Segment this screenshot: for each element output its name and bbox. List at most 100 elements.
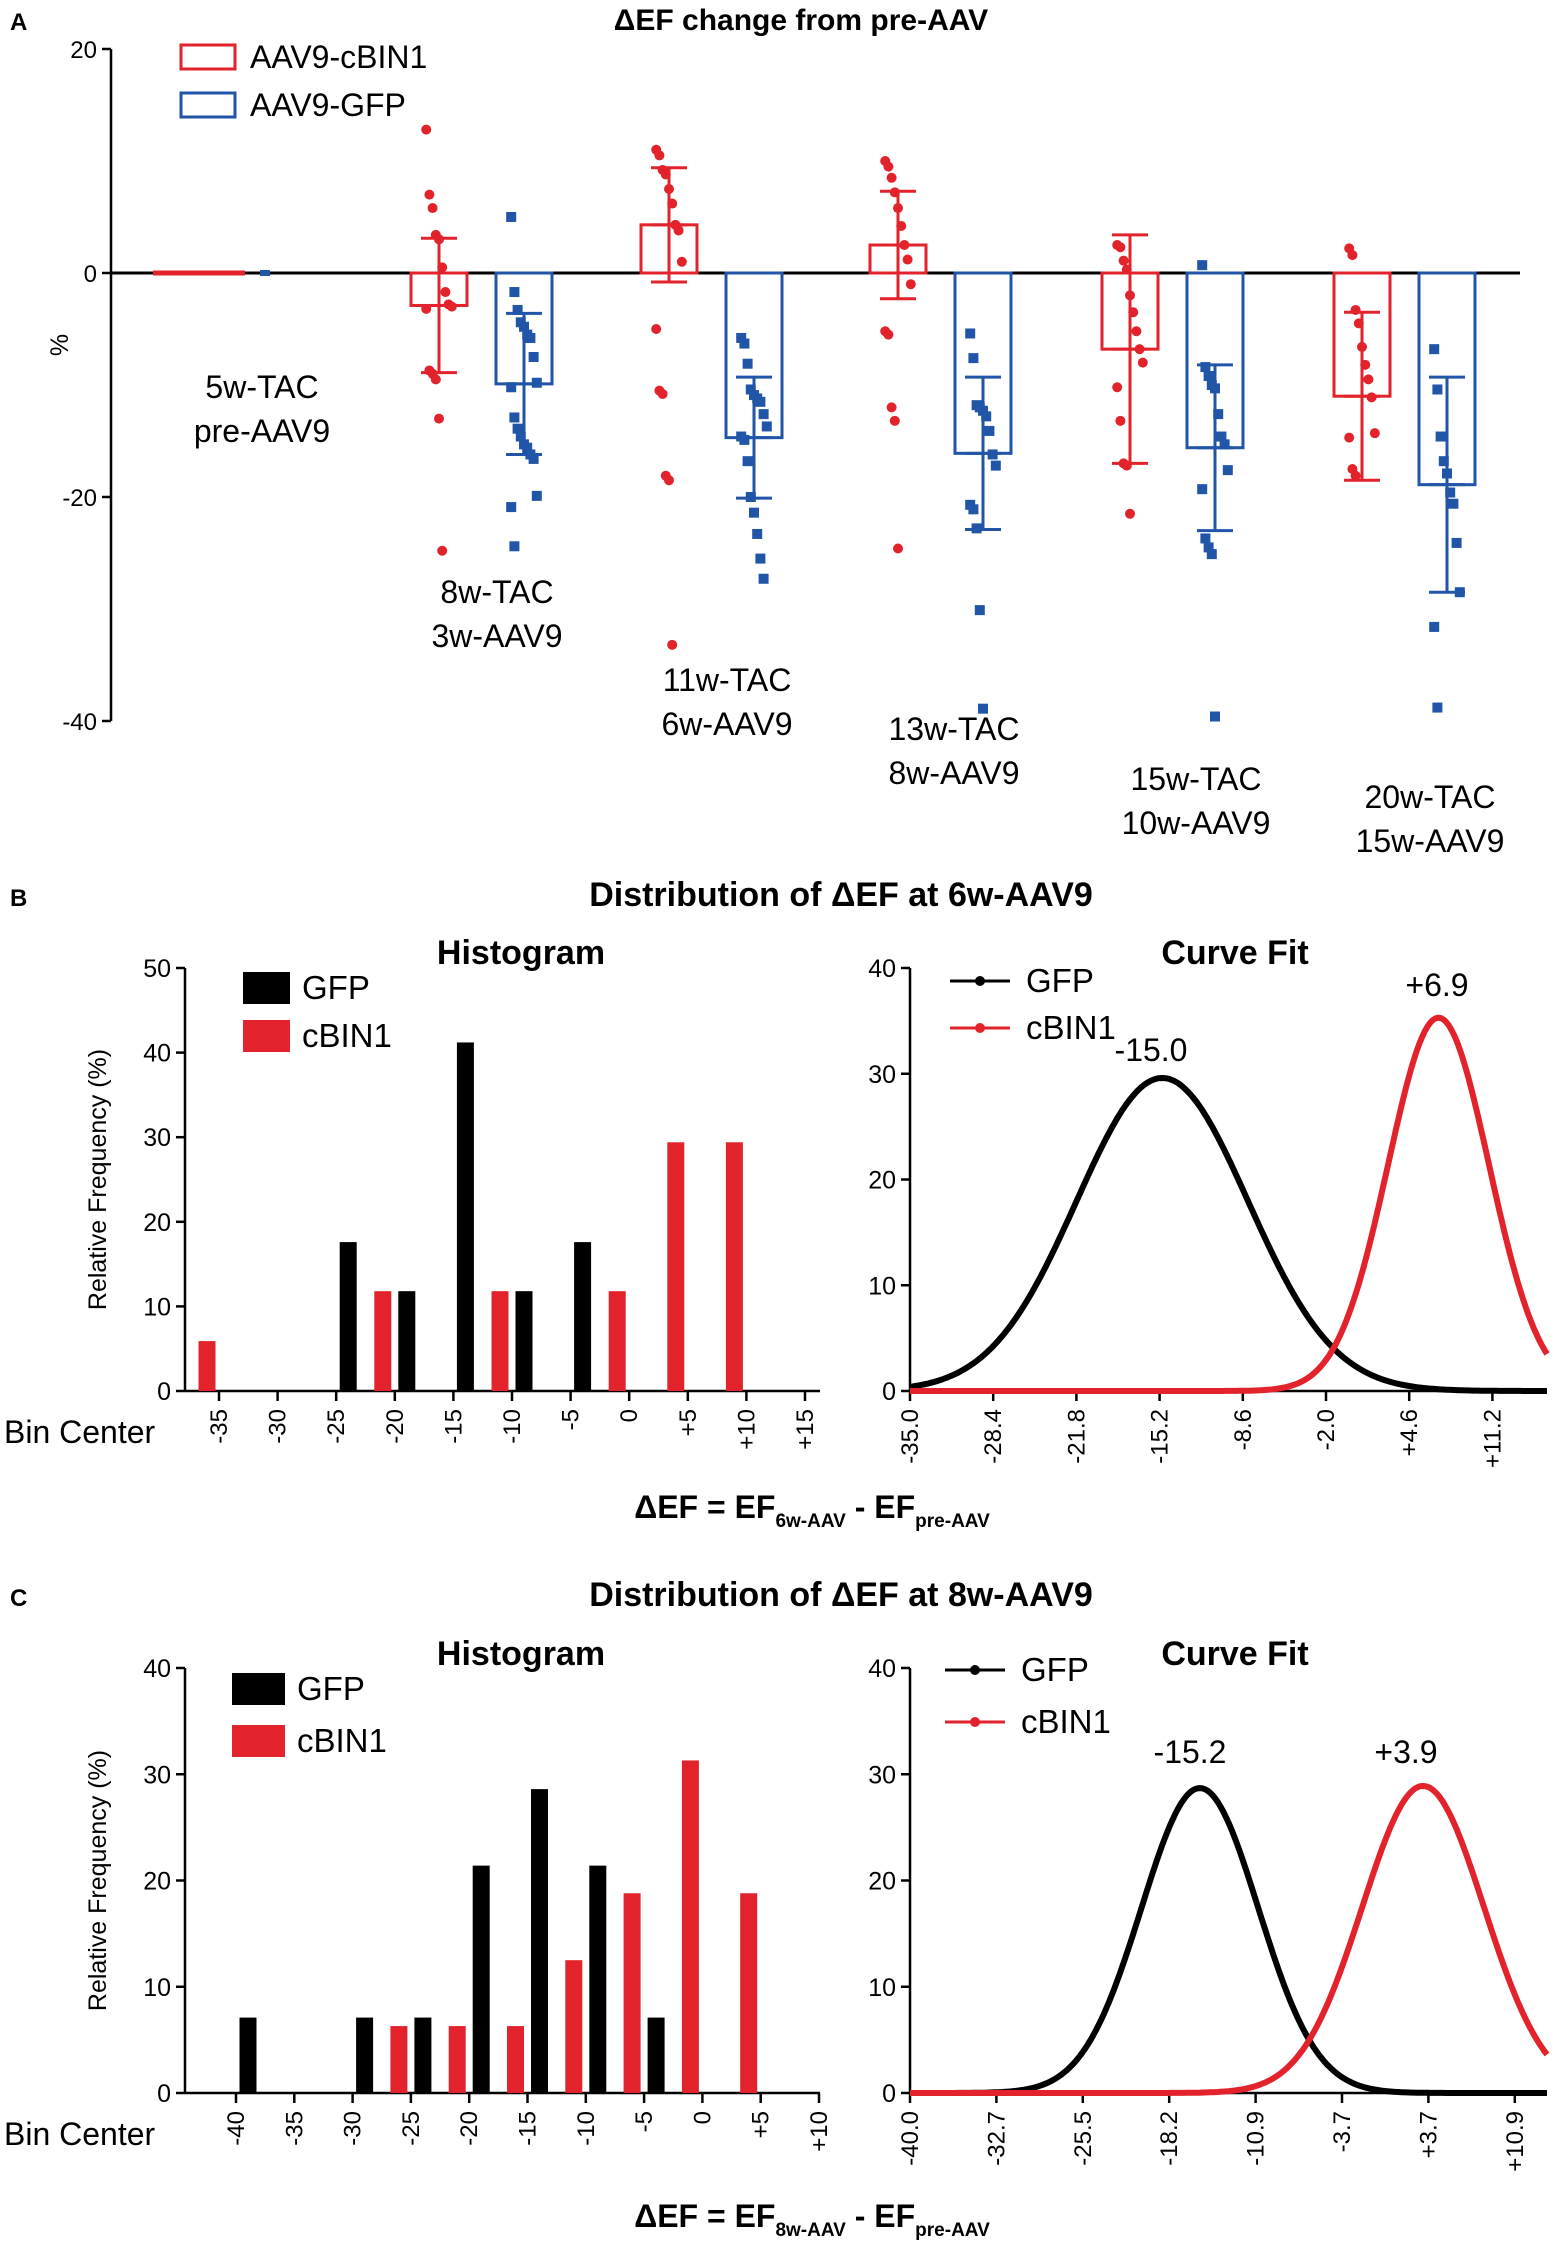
hist-x-tick-label: -30 (340, 2111, 367, 2146)
curve-peak-label: +3.9 (1374, 1734, 1437, 1770)
a-point-0 (1369, 428, 1380, 439)
hist-x-tick-label: -10 (573, 2111, 600, 2146)
hist-bar-cbin1 (623, 1893, 641, 2093)
a-category-line2: 6w-AAV9 (661, 706, 792, 742)
a-point-1 (739, 338, 750, 349)
a-point-0 (427, 203, 438, 214)
curve-legend-marker (975, 976, 985, 986)
curve-x-tick-label: +4.6 (1396, 1409, 1423, 1456)
hist-y-tick-label: 30 (143, 1124, 171, 1152)
hist-legend-swatch (243, 972, 290, 1004)
a-point-1 (758, 573, 769, 584)
a-category-line1: 20w-TAC (1365, 779, 1496, 815)
a-category-line2: pre-AAV9 (194, 413, 330, 449)
panel-b-formula-sub1: 6w-AAV (775, 1511, 846, 1532)
hist-x-tick-label: -15 (515, 2111, 542, 2146)
hist-y-tick-label: 10 (143, 1293, 171, 1321)
hist-y-tick-label: 20 (143, 1209, 171, 1237)
panel-c-formula-sub2: pre-AAV (915, 2220, 990, 2241)
hist-legend-swatch (243, 1020, 290, 1052)
a-point-1 (1197, 260, 1208, 271)
a-point-0 (673, 225, 684, 236)
a-point-1 (739, 434, 750, 445)
a-category-label: 20w-TAC 15w-AAV9 (1356, 779, 1505, 859)
a-y-tick-label: 0 (84, 261, 97, 288)
curve-peak-label: +6.9 (1405, 967, 1468, 1003)
hist-y-tick-label: 20 (143, 1868, 171, 1896)
curve-x-tick-label: +10.9 (1502, 2111, 1529, 2172)
curve-y-tick-label: 20 (868, 1868, 896, 1896)
panel-b-histogram: 0 10 20 30 40 50 Relative Frequency (%) Bin Cen… (4, 955, 820, 1450)
a-y-axis-label: % (46, 334, 74, 356)
a-point-1 (1206, 549, 1217, 560)
hist-bar-gfp (398, 1291, 416, 1391)
a-legend-swatch (179, 43, 237, 71)
a-point-0 (889, 415, 900, 426)
hist-x-tick-label: -35 (206, 1409, 233, 1444)
curve-y-tick-label: 40 (868, 955, 896, 983)
a-point-0 (1118, 255, 1129, 266)
a-point-1 (758, 409, 769, 420)
a-point-0 (905, 279, 916, 290)
panel-b-curve-title: Curve Fit (1161, 934, 1308, 972)
hist-bar-gfp (515, 1291, 533, 1391)
curve-x-tick-label: -8.6 (1230, 1409, 1257, 1450)
a-point-0 (437, 545, 448, 556)
hist-bar-gfp (531, 1789, 548, 2093)
a-point-0 (1137, 357, 1148, 368)
hist-legend-label: cBIN1 (302, 1017, 392, 1054)
hist-x-tick-label: -35 (281, 2111, 308, 2146)
a-point-0 (893, 543, 903, 554)
hist-x-axis-label: Bin Center (4, 1414, 156, 1450)
hist-y-tick-label: 10 (143, 1974, 171, 2002)
a-point-0 (883, 161, 894, 172)
a-point-1 (742, 358, 753, 369)
hist-y-tick-label: 0 (157, 1378, 171, 1406)
hist-legend-label: GFP (302, 969, 370, 1006)
a-point-1 (512, 304, 523, 315)
a-point-0 (664, 475, 674, 486)
curve-legend-label: cBIN1 (1026, 1009, 1116, 1046)
curve-x-tick-label: -15.2 (1147, 1409, 1174, 1464)
curve-y-tick-label: 30 (868, 1761, 896, 1789)
a-point-1 (512, 423, 523, 434)
panel-a-chart: 20 0 -20 -40% 5w-TAC pre-AAV9 8w-TAC 3w-AAV9 11w… (46, 37, 1520, 859)
hist-bar-cbin1 (667, 1142, 685, 1391)
hist-x-axis-label: Bin Center (4, 2116, 156, 2152)
hist-bar-gfp (647, 2017, 665, 2093)
a-point-1 (1448, 498, 1459, 509)
a-point-0 (424, 189, 435, 200)
a-point-0 (1347, 250, 1358, 261)
a-point-1 (1197, 484, 1208, 495)
curve-y-tick-label: 40 (868, 1655, 896, 1683)
hist-legend-label: GFP (297, 1670, 365, 1707)
panel-c-title: Distribution of ΔEF at 8w-AAV9 (589, 1576, 1093, 1614)
a-point-1 (981, 411, 992, 422)
a-point-1 (509, 541, 520, 552)
panel-c-letter: C (10, 1585, 27, 1612)
a-point-1 (1451, 537, 1462, 548)
a-point-0 (651, 324, 662, 334)
a-point-1 (755, 553, 766, 564)
hist-bar-gfp (339, 1242, 357, 1391)
hist-legend-swatch (232, 1673, 285, 1705)
panel-c-histogram: 0 10 20 30 40 Relative Frequency (%) Bin Cente… (4, 1655, 833, 2152)
hist-bar-cbin1 (390, 2026, 408, 2093)
hist-y-tick-label: 30 (143, 1761, 171, 1789)
a-category-label: 15w-TAC 10w-AAV9 (1122, 761, 1271, 841)
curve-x-tick-label: +11.2 (1479, 1409, 1506, 1468)
panel-b-formula-mid: - EF (846, 1489, 915, 1525)
hist-bar-cbin1 (681, 1760, 699, 2093)
a-y-tick-label: -20 (62, 485, 97, 512)
hist-bar-gfp (472, 1865, 490, 2093)
a-point-1 (528, 453, 539, 464)
curve-legend-label: cBIN1 (1021, 1703, 1111, 1740)
a-point-0 (1115, 415, 1126, 426)
hist-y-tick-label: 0 (157, 2080, 171, 2108)
hist-bar-cbin1 (740, 1893, 758, 2093)
hist-bar-cbin1 (491, 1291, 509, 1391)
hist-y-tick-label: 50 (143, 955, 171, 983)
panel-b-title: Distribution of ΔEF at 6w-AAV9 (589, 876, 1093, 914)
a-point-0 (434, 413, 444, 424)
a-point-0 (1112, 382, 1123, 393)
